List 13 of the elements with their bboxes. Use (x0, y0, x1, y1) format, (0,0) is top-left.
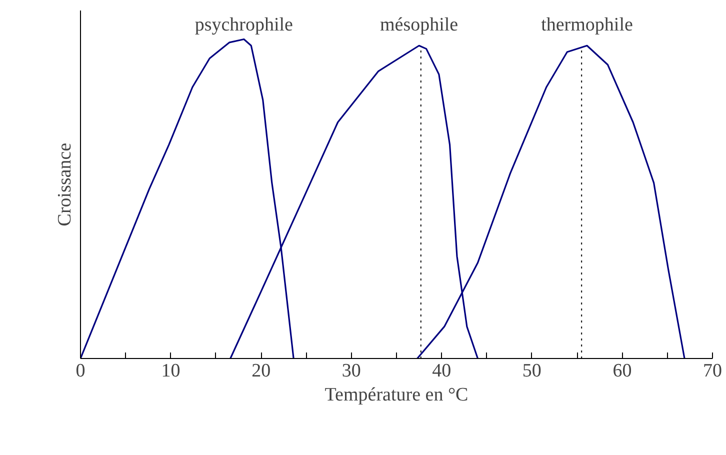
series-label: mésophile (380, 14, 458, 36)
x-tick-label: 50 (522, 360, 542, 382)
x-tick-label: 60 (612, 360, 632, 382)
x-tick-label: 30 (342, 360, 361, 382)
series-label: psychrophile (194, 14, 293, 36)
x-tick-label: 0 (76, 360, 86, 382)
x-tick-label: 20 (252, 360, 271, 382)
x-axis-title: Température en °C (324, 384, 468, 406)
x-tick-label: 10 (161, 360, 180, 382)
series-label: thermophile (541, 14, 633, 36)
y-axis-title: Croissance (54, 142, 76, 226)
x-tick-label: 70 (703, 360, 722, 382)
x-tick-label: 40 (432, 360, 452, 382)
